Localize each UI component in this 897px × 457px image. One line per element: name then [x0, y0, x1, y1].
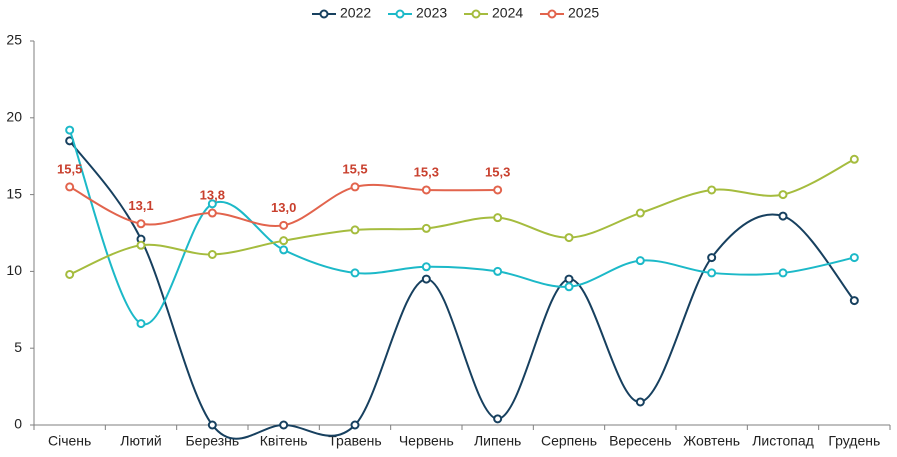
- point: [350, 182, 360, 192]
- x-tick-label: Травень: [328, 433, 381, 449]
- point: [65, 269, 75, 279]
- point: [65, 125, 75, 135]
- x-tick-label: Листопад: [752, 433, 814, 449]
- point: [849, 253, 859, 263]
- x-tick-label: Грудень: [828, 433, 880, 449]
- legend-label: 2022: [340, 5, 371, 21]
- legend-marker: [547, 9, 557, 19]
- point: [136, 219, 146, 229]
- series-line: [68, 140, 856, 440]
- y-tick-label: 5: [14, 339, 22, 355]
- value-label: 13,1: [128, 198, 153, 213]
- point: [707, 185, 717, 195]
- x-tick-label: Березнь: [185, 433, 239, 449]
- value-label: 15,5: [57, 161, 82, 176]
- point: [635, 397, 645, 407]
- point: [707, 253, 717, 263]
- point: [207, 199, 217, 209]
- point: [207, 420, 217, 430]
- value-label: 13,0: [271, 200, 296, 215]
- legend-marker: [471, 9, 481, 19]
- legend-marker: [319, 9, 329, 19]
- x-tick-label: Квітень: [260, 433, 308, 449]
- point: [635, 208, 645, 218]
- x-tick-label: Жовтень: [683, 433, 740, 449]
- point: [635, 256, 645, 266]
- point: [493, 414, 503, 424]
- point: [707, 268, 717, 278]
- point: [350, 225, 360, 235]
- point: [279, 420, 289, 430]
- x-tick-label: Липень: [474, 433, 521, 449]
- x-tick-label: Лютий: [120, 433, 161, 449]
- point: [350, 268, 360, 278]
- y-tick-label: 20: [6, 109, 22, 125]
- point: [136, 240, 146, 250]
- point: [778, 211, 788, 221]
- point: [564, 233, 574, 243]
- x-tick-label: Червень: [399, 433, 454, 449]
- point: [564, 274, 574, 284]
- value-label: 15,3: [414, 164, 439, 179]
- legend-label: 2024: [492, 5, 523, 21]
- point: [136, 319, 146, 329]
- legend-label: 2025: [568, 5, 599, 21]
- point: [279, 220, 289, 230]
- point: [279, 245, 289, 255]
- value-label: 15,5: [342, 161, 367, 176]
- point: [421, 185, 431, 195]
- series-line: [69, 158, 855, 276]
- point: [350, 420, 360, 430]
- point: [493, 185, 503, 195]
- series-line: [68, 129, 855, 326]
- point: [207, 250, 217, 260]
- point: [207, 208, 217, 218]
- point: [849, 154, 859, 164]
- point: [279, 236, 289, 246]
- point: [421, 274, 431, 284]
- value-label: 13,8: [200, 187, 225, 202]
- x-tick-label: Серпень: [541, 433, 597, 449]
- point: [849, 296, 859, 306]
- point: [778, 268, 788, 278]
- y-tick-label: 25: [6, 32, 22, 48]
- point: [778, 190, 788, 200]
- y-tick-label: 0: [14, 416, 22, 432]
- point: [65, 182, 75, 192]
- x-tick-label: Вересень: [609, 433, 672, 449]
- legend-marker: [395, 9, 405, 19]
- x-tick-label: Січень: [48, 433, 91, 449]
- y-tick-label: 15: [6, 185, 22, 201]
- legend-label: 2023: [416, 5, 447, 21]
- point: [493, 213, 503, 223]
- value-label: 15,3: [485, 164, 510, 179]
- y-tick-label: 10: [6, 262, 22, 278]
- point: [564, 282, 574, 292]
- point: [421, 223, 431, 233]
- point: [421, 262, 431, 272]
- point: [493, 266, 503, 276]
